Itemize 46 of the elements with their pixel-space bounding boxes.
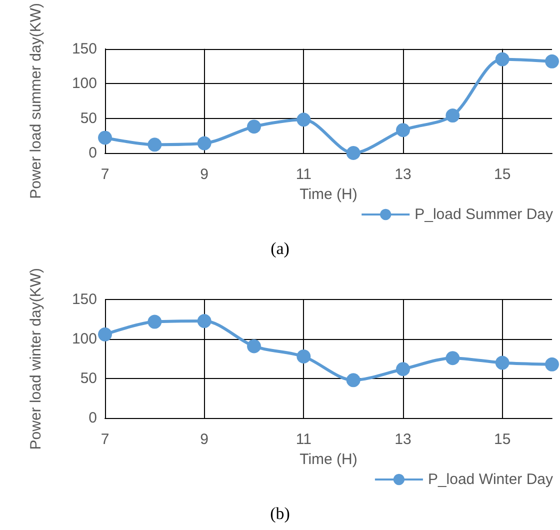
point — [148, 314, 162, 329]
legend-label: P_load Winter Day — [428, 471, 554, 488]
point — [545, 357, 559, 372]
x-axis-title: Time (H) — [300, 186, 358, 203]
y-tick-label: 0 — [88, 144, 97, 162]
point — [396, 123, 410, 138]
x-tick-label: 9 — [200, 166, 209, 183]
legend-label: P_load Summer Day — [414, 206, 554, 223]
y-tick-label: 50 — [80, 110, 97, 127]
y-tick-label: 150 — [72, 291, 97, 308]
y-tick-label: 150 — [72, 40, 97, 58]
x-tick-label: 7 — [100, 431, 110, 448]
point — [446, 351, 460, 366]
y-tick-label: 100 — [72, 75, 97, 92]
point — [98, 130, 112, 145]
point — [296, 350, 311, 364]
point — [346, 373, 360, 388]
x-tick-label: 15 — [494, 166, 511, 183]
y-axis-title: Power load winter day(KW) — [28, 268, 44, 450]
y-tick-label: 50 — [80, 370, 97, 388]
point — [197, 136, 212, 150]
x-tick-label: 9 — [200, 431, 209, 448]
text: (b) — [270, 504, 290, 523]
x-tick-label: 11 — [296, 431, 312, 448]
point — [148, 138, 162, 152]
point — [346, 146, 360, 160]
x-tick-label: 13 — [394, 431, 412, 448]
text: (a) — [270, 239, 290, 258]
y-axis-title: Power load summer day(KW) — [28, 2, 44, 199]
point — [197, 314, 212, 328]
y-tick-label: 100 — [72, 330, 97, 348]
x-tick-label: 13 — [394, 166, 412, 183]
point — [296, 112, 311, 127]
point — [247, 120, 261, 134]
point — [98, 327, 112, 342]
point — [247, 339, 261, 354]
y-tick-label: 0 — [88, 410, 97, 426]
x-axis-title: Time (H) — [300, 451, 358, 468]
x-tick-label: 7 — [100, 166, 110, 183]
point — [446, 108, 460, 123]
point — [495, 356, 510, 370]
x-tick-label: 15 — [494, 431, 511, 448]
point — [545, 54, 559, 68]
x-tick-label: 11 — [296, 166, 312, 183]
point — [396, 362, 410, 376]
point — [495, 52, 510, 66]
